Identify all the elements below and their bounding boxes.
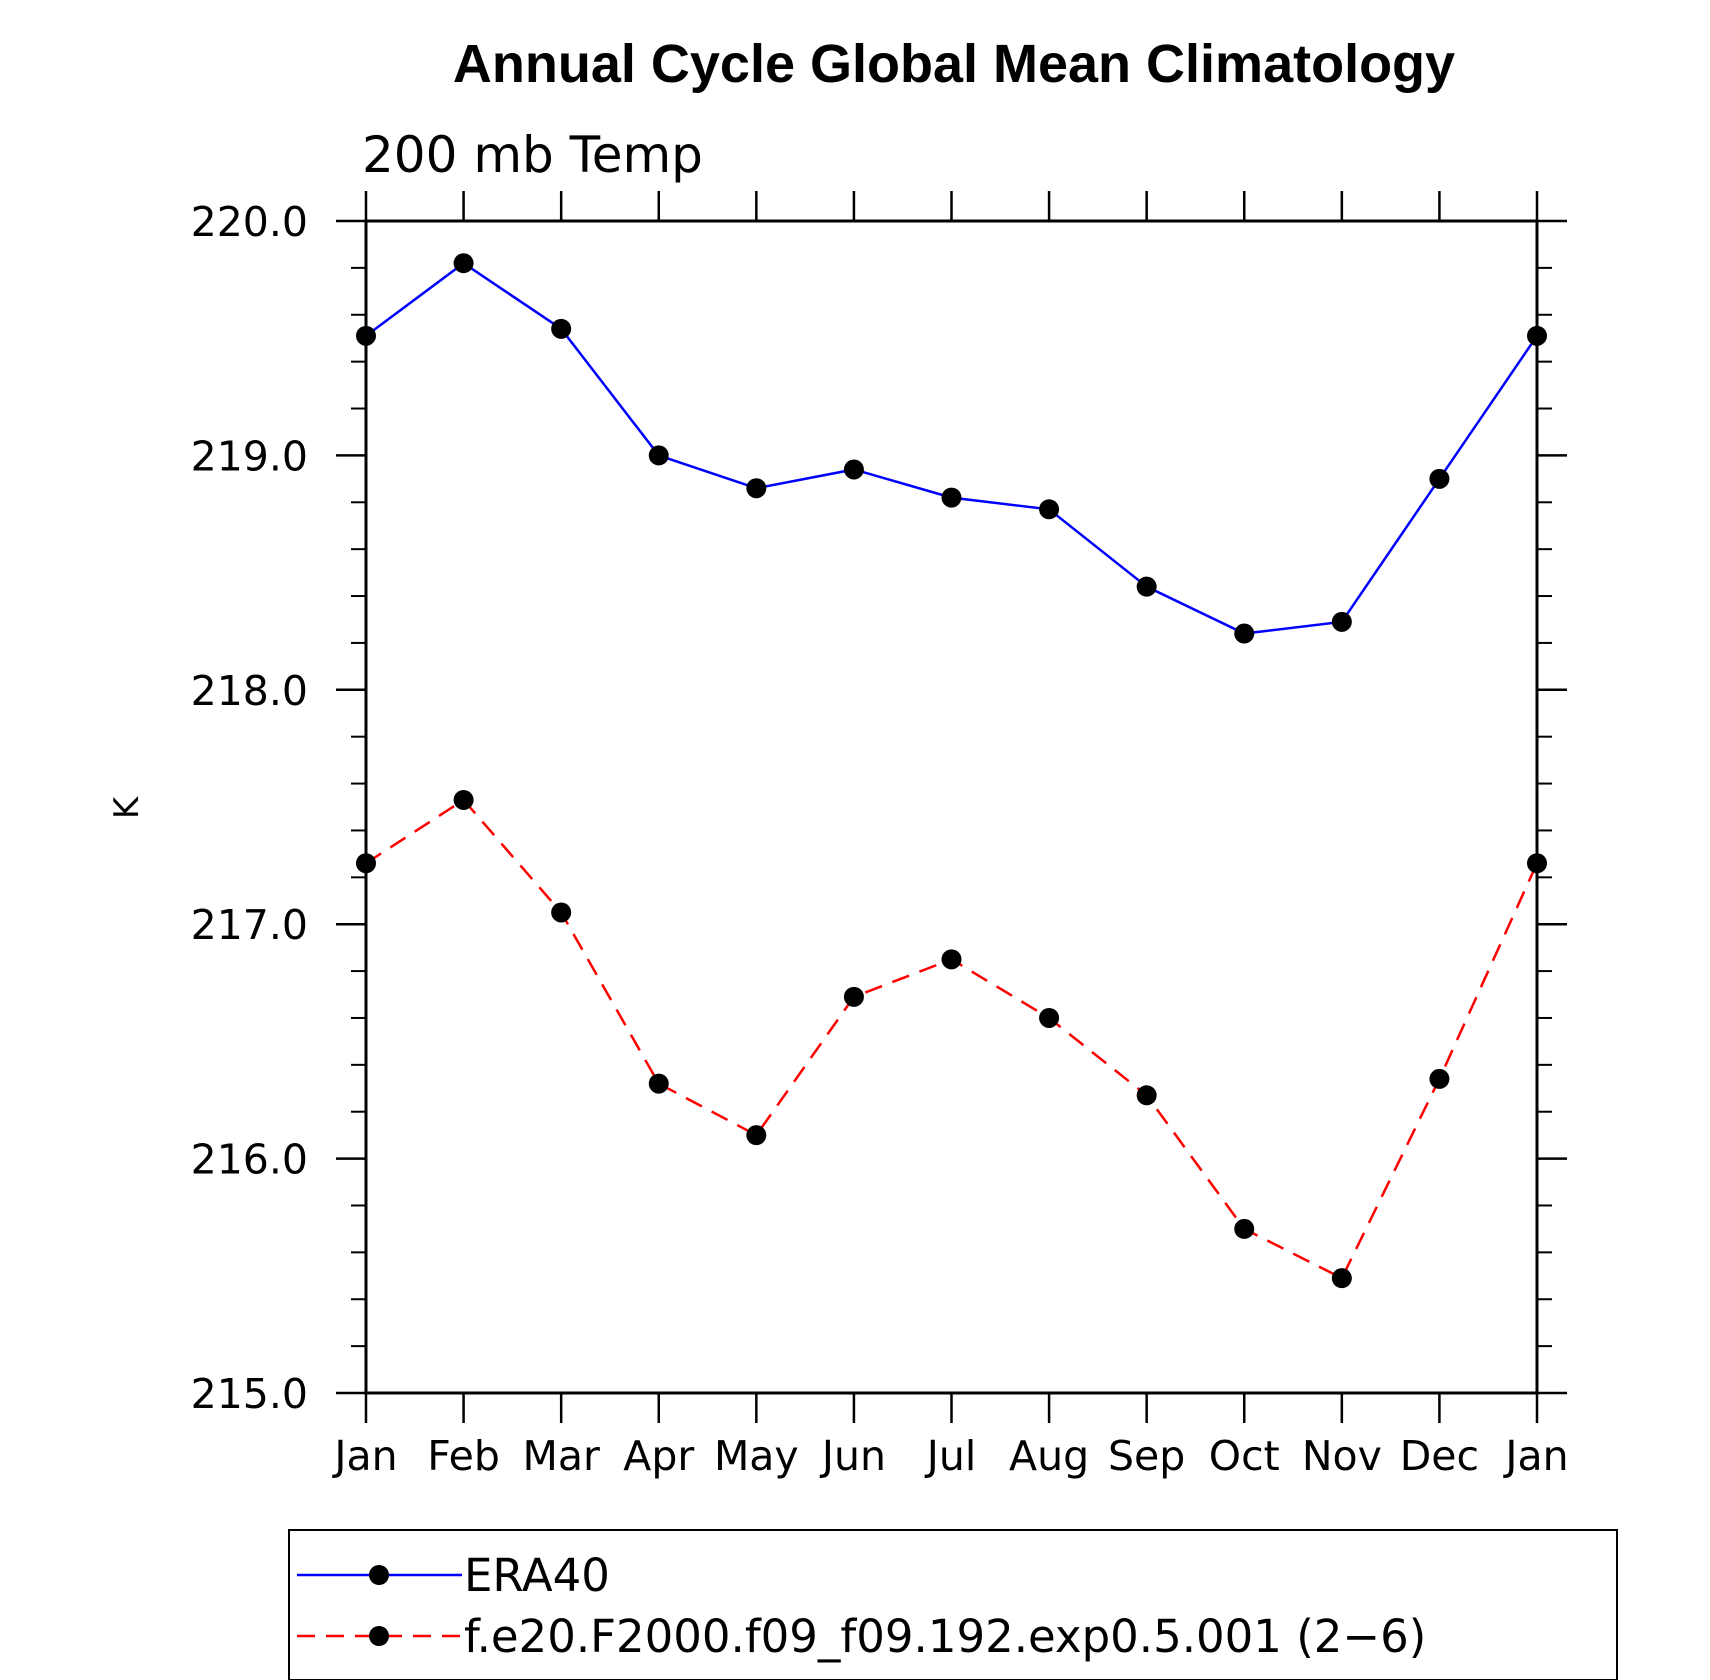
x-tick-label: Aug bbox=[1009, 1432, 1089, 1480]
legend-marker bbox=[369, 1626, 389, 1646]
data-point bbox=[1234, 623, 1255, 644]
data-point bbox=[1527, 853, 1547, 874]
y-axis-label: K bbox=[107, 795, 147, 819]
y-tick-label: 217.0 bbox=[191, 901, 308, 949]
data-point bbox=[1331, 1268, 1352, 1289]
y-tick-label: 215.0 bbox=[191, 1370, 308, 1418]
x-tick-label: Jun bbox=[819, 1432, 886, 1480]
data-point bbox=[648, 445, 669, 466]
x-tick-label: Sep bbox=[1108, 1432, 1185, 1480]
data-point bbox=[1429, 468, 1450, 489]
data-point bbox=[551, 318, 572, 339]
data-point bbox=[356, 325, 376, 346]
legend-label: f.e20.F2000.f09_f09.192.exp0.5.001 (2−6) bbox=[464, 1610, 1426, 1663]
series-line-0 bbox=[365, 261, 1539, 635]
data-point bbox=[1234, 1218, 1255, 1239]
data-point bbox=[941, 487, 962, 508]
data-point bbox=[551, 902, 572, 923]
x-tick-label: Apr bbox=[623, 1432, 694, 1480]
legend-box bbox=[288, 1529, 1618, 1680]
data-point bbox=[1136, 576, 1157, 597]
y-tick-label: 216.0 bbox=[191, 1136, 308, 1184]
data-point bbox=[648, 1073, 669, 1094]
y-tick-label: 218.0 bbox=[191, 667, 308, 715]
x-tick-label: Jan bbox=[331, 1432, 397, 1480]
y-tick-label: 220.0 bbox=[191, 198, 308, 246]
plot-area bbox=[356, 253, 1547, 1289]
x-tick-label: Jul bbox=[924, 1432, 976, 1480]
series-line-1 bbox=[365, 798, 1539, 1280]
data-point bbox=[843, 459, 864, 480]
data-point bbox=[453, 789, 474, 810]
x-tick-label: Feb bbox=[427, 1432, 500, 1480]
data-point bbox=[1429, 1068, 1450, 1089]
data-point bbox=[1527, 325, 1547, 346]
legend-marker bbox=[369, 1565, 389, 1585]
axes: Jan Feb Mar Apr May Jun Jul Aug Sep Oct Nov Dec Jan 2… bbox=[191, 191, 1569, 1480]
x-tick-label: Nov bbox=[1302, 1432, 1382, 1480]
data-point bbox=[453, 253, 474, 274]
x-tick-label: May bbox=[714, 1432, 799, 1480]
chart-title: Annual Cycle Global Mean Climatology bbox=[453, 34, 1455, 94]
x-tick-label: Dec bbox=[1400, 1432, 1479, 1480]
data-point bbox=[746, 1125, 767, 1146]
x-tick-label: Mar bbox=[522, 1432, 599, 1480]
x-tick-label: Jan bbox=[1502, 1432, 1568, 1480]
data-point bbox=[843, 986, 864, 1007]
data-point bbox=[746, 478, 767, 499]
data-point bbox=[1039, 1007, 1060, 1028]
legend: ERA40 f.e20.F2000.f09_f09.192.exp0.5.001 … bbox=[288, 1529, 1618, 1680]
data-point bbox=[356, 853, 376, 874]
legend-label: ERA40 bbox=[464, 1549, 610, 1602]
x-tick-label: Oct bbox=[1209, 1432, 1280, 1480]
data-point bbox=[941, 949, 962, 970]
data-point bbox=[1136, 1085, 1157, 1106]
data-point bbox=[1331, 611, 1352, 632]
data-point bbox=[1039, 499, 1060, 520]
y-tick-label: 219.0 bbox=[191, 432, 308, 480]
chart-subtitle: 200 mb Temp bbox=[362, 126, 703, 184]
plot-frame bbox=[364, 219, 1539, 1395]
